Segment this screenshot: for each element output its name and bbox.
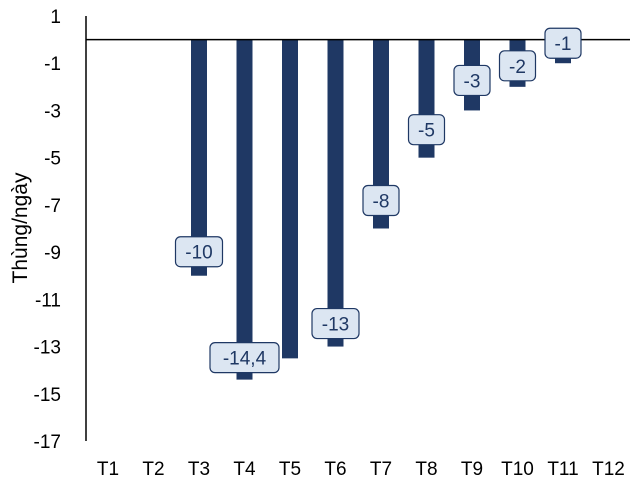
data-label-box <box>311 307 360 340</box>
data-label-box <box>498 50 537 82</box>
data-label-box <box>209 342 280 374</box>
data-label-box <box>174 236 224 268</box>
data-label-text: -1 <box>555 34 572 55</box>
y-tick-label: -7 <box>44 196 61 217</box>
data-label: -13 <box>311 307 360 340</box>
x-tick-label: T6 <box>324 459 346 480</box>
x-tick-label: T4 <box>233 459 256 480</box>
y-tick-label: -3 <box>44 101 61 122</box>
x-tick-label: T10 <box>501 459 534 480</box>
bar <box>282 39 298 359</box>
x-tick-labels: T1 T2 T3 T4 T5 T6 T7 T8 T9 T10 T11 T12 <box>97 459 625 480</box>
data-label: -10 <box>174 236 224 268</box>
x-tick-label: T3 <box>188 459 210 480</box>
bar <box>236 39 253 380</box>
data-label-box <box>544 27 582 59</box>
data-label-text: -10 <box>185 243 212 264</box>
y-tick-label: -17 <box>34 432 61 453</box>
y-tick-label: -11 <box>35 290 61 311</box>
data-label-text: -3 <box>464 71 481 92</box>
y-tick-label: -9 <box>44 243 61 264</box>
data-label: -5 <box>407 114 446 146</box>
bar <box>373 39 389 229</box>
y-tick-label: 1 <box>50 7 61 28</box>
x-tick-label: T2 <box>142 459 164 480</box>
x-tick-label: T7 <box>370 459 392 480</box>
data-label-box <box>407 114 446 146</box>
x-tick-label: T9 <box>461 459 483 480</box>
data-label-text: -8 <box>373 192 390 213</box>
bar <box>191 39 207 276</box>
x-tick-label: T8 <box>415 459 437 480</box>
bar <box>327 39 344 347</box>
y-tick-label: -1 <box>44 54 61 75</box>
y-tick-labels: 1 -1 -3 -5 -7 -9 -11 -13 -15 -17 <box>34 7 61 453</box>
x-tick-label: T1 <box>97 459 119 480</box>
data-labels-layer: -10 -14,4 -13 -8 -5 -3 -2 -1 <box>174 27 582 374</box>
data-label-box <box>362 184 400 217</box>
x-tick-label: T12 <box>592 459 625 480</box>
data-label: -14,4 <box>209 342 280 374</box>
data-label: -2 <box>498 50 537 82</box>
data-label-box <box>453 64 491 97</box>
y-tick-label: -15 <box>34 385 61 406</box>
data-label-text: -5 <box>418 121 435 142</box>
data-label-text: -2 <box>509 57 526 78</box>
data-label: -3 <box>453 64 491 97</box>
x-tick-label: T5 <box>279 459 301 480</box>
y-tick-label: -13 <box>34 338 61 359</box>
data-label: -1 <box>544 27 582 59</box>
data-label-text: -14,4 <box>223 349 267 370</box>
y-axis-title: Thùng/ngày <box>9 172 32 283</box>
y-tick-label: -5 <box>44 149 61 170</box>
data-label-text: -13 <box>322 315 349 336</box>
x-tick-label: T11 <box>547 459 578 480</box>
data-label: -8 <box>362 184 400 217</box>
